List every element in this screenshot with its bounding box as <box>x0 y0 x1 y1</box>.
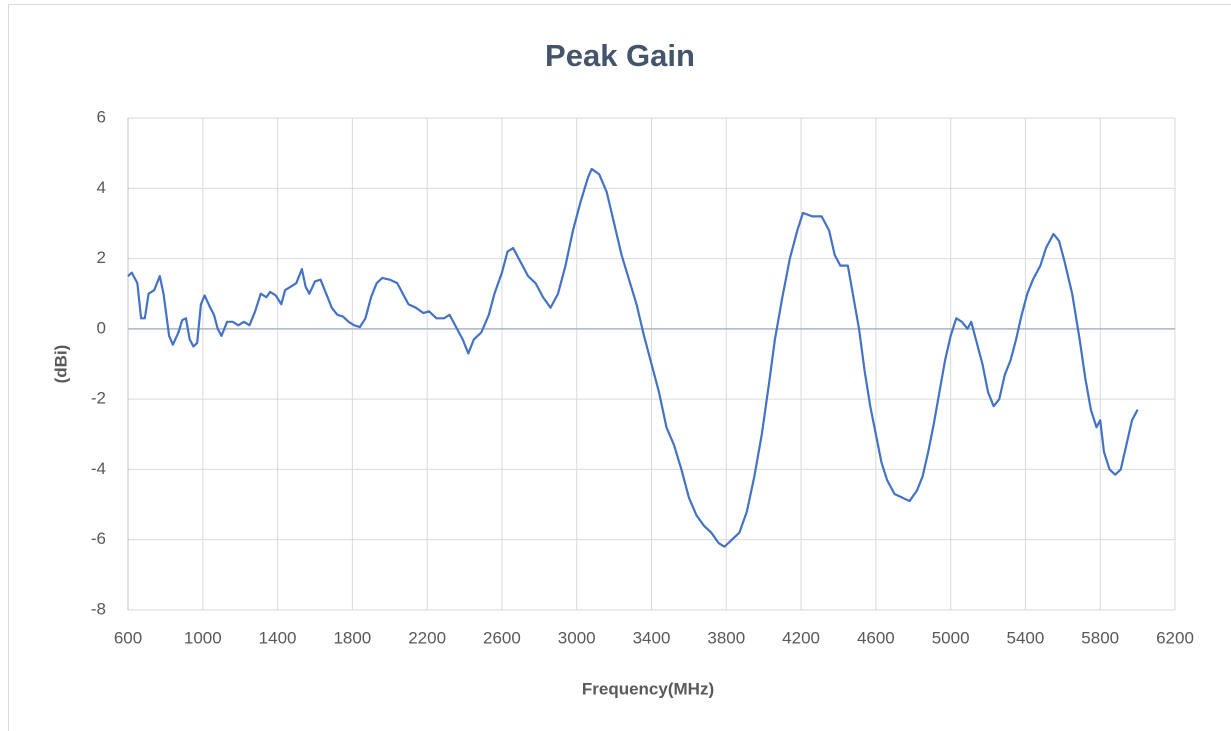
x-tick-label: 5800 <box>1081 628 1119 647</box>
x-tick-label: 2200 <box>408 628 446 647</box>
x-tick-label: 5000 <box>932 628 970 647</box>
y-tick-label: 2 <box>97 248 106 267</box>
x-tick-label: 5400 <box>1007 628 1045 647</box>
x-tick-label: 4600 <box>857 628 895 647</box>
y-axis-label: (dBi) <box>51 345 70 384</box>
y-tick-label: 4 <box>97 178 106 197</box>
x-tick-label: 4200 <box>782 628 820 647</box>
y-tick-label: -4 <box>91 459 106 478</box>
data-line <box>127 167 1139 548</box>
x-tick-label: 600 <box>114 628 142 647</box>
chart-area <box>8 4 1231 731</box>
x-tick-label: 6200 <box>1156 628 1194 647</box>
y-tick-label: -8 <box>91 599 106 618</box>
x-tick-label: 1800 <box>333 628 371 647</box>
x-axis-label: Frequency(MHz) <box>582 679 714 698</box>
x-tick-label: 1000 <box>184 628 222 647</box>
x-tick-label: 1400 <box>259 628 297 647</box>
y-tick-label: 0 <box>97 318 106 337</box>
y-tick-label: -2 <box>91 389 106 408</box>
x-tick-label: 3800 <box>707 628 745 647</box>
x-tick-label: 2600 <box>483 628 521 647</box>
y-tick-label: -6 <box>91 529 106 548</box>
y-tick-label: 6 <box>97 107 106 126</box>
x-tick-label: 3000 <box>558 628 596 647</box>
x-tick-label: 3400 <box>633 628 671 647</box>
chart-title: Peak Gain <box>545 38 695 73</box>
